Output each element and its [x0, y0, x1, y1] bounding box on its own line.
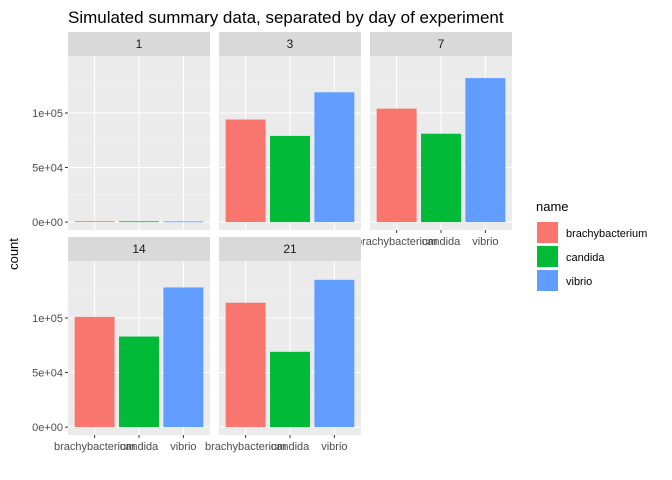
bar-1-brachybacterium [74, 221, 115, 223]
legend-label-vibrio: vibrio [566, 276, 592, 288]
bar-3-vibrio [314, 92, 355, 223]
legend-key-vibrio [537, 270, 558, 291]
x-tick-label: candida [271, 441, 310, 453]
x-tick-label: vibrio [321, 441, 347, 453]
legend-title: name [536, 199, 569, 214]
x-tick-label: brachybacterium [356, 236, 437, 248]
y-tick-label: 1e+05 [32, 108, 63, 120]
facet-strip-label: 1 [136, 37, 143, 51]
facet-strip-label: 14 [132, 242, 146, 256]
facet-strip [68, 237, 210, 261]
bar-1-vibrio [163, 221, 204, 223]
y-tick-label: 5e+04 [32, 163, 63, 175]
bar-7-candida [421, 133, 461, 223]
legend-label-brachybacterium: brachybacterium [566, 228, 647, 240]
x-tick-label: brachybacterium [54, 441, 135, 453]
y-tick-label: 0e+00 [32, 422, 63, 434]
y-tick-label: 1e+05 [32, 313, 63, 325]
bar-14-candida [119, 336, 159, 428]
facet-panel-3: 3 [219, 32, 361, 230]
legend-key-brachybacterium [537, 222, 558, 243]
y-tick-label: 5e+04 [32, 368, 63, 380]
legend: name brachybacterium candida vibrio [536, 199, 647, 291]
facet-strip [219, 237, 361, 261]
bar-14-vibrio [163, 287, 204, 428]
x-tick-label: vibrio [170, 441, 196, 453]
bar-1-candida [119, 221, 159, 223]
legend-label-candida: candida [566, 252, 605, 264]
facet-strip [219, 32, 361, 56]
facet-strip-label: 3 [287, 37, 294, 51]
bar-14-brachybacterium [74, 316, 115, 428]
bar-21-vibrio [314, 279, 355, 428]
legend-key-candida [537, 246, 558, 267]
y-axis-title: count [6, 238, 21, 270]
bar-21-candida [270, 351, 310, 428]
facet-strip [68, 32, 210, 56]
y-tick-label: 0e+00 [32, 217, 63, 229]
facet-strip-label: 7 [438, 37, 445, 51]
x-tick-label: brachybacterium [205, 441, 286, 453]
facet-panel-1: 1 0e+00 5e+04 1e+05 [32, 32, 210, 230]
bar-7-brachybacterium [376, 108, 417, 223]
bar-3-brachybacterium [225, 119, 266, 223]
bar-21-brachybacterium [225, 302, 266, 428]
facet-strip [370, 32, 512, 56]
x-tick-label: candida [120, 441, 159, 453]
bar-3-candida [270, 135, 310, 223]
x-tick-label: candida [422, 236, 461, 248]
facet-strip-label: 21 [283, 242, 297, 256]
x-tick-label: vibrio [472, 236, 498, 248]
chart-title: Simulated summary data, separated by day… [68, 8, 504, 27]
bar-7-vibrio [465, 78, 506, 223]
